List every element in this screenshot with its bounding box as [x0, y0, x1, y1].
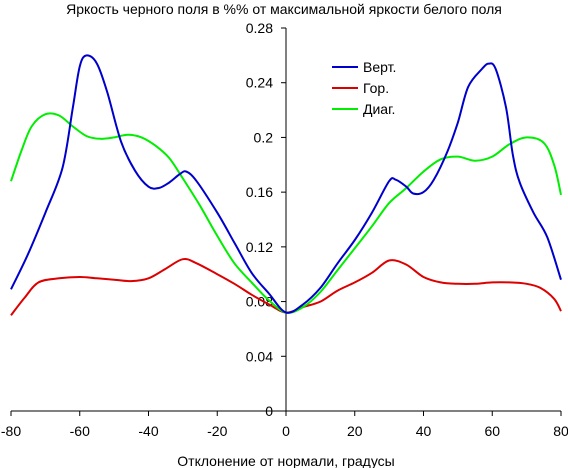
x-tick-label: 60	[484, 423, 500, 439]
series-line-vert	[10, 54, 562, 314]
series-line-diag	[10, 112, 562, 314]
y-tick-label: 0	[265, 403, 273, 419]
series-group	[10, 54, 562, 316]
x-tick-label: 80	[553, 423, 568, 439]
x-axis-label: Отклонение от нормали, градусы	[177, 453, 394, 468]
y-tick-label: 0.24	[246, 75, 273, 91]
y-tick-label: 0.12	[246, 239, 273, 255]
x-tick-label: 20	[347, 423, 363, 439]
x-tick-label: 0	[282, 423, 290, 439]
y-tick-label: 0.16	[246, 184, 273, 200]
x-tick-label: -80	[1, 423, 21, 439]
y-tick-label: 0.2	[254, 129, 274, 145]
legend-label-diag: Диаг.	[363, 101, 395, 117]
axes: -80 -60 -40 -20 0 20 40 60 8000.040.080.120.160.…	[1, 20, 568, 439]
chart-title: Яркость черного поля в %% от максимально…	[66, 1, 502, 17]
y-tick-label: 0.04	[246, 348, 273, 364]
legend-label-hor: Гор.	[363, 80, 389, 96]
legend: Верт. Гор. Диаг.	[332, 59, 396, 117]
y-tick-label: 0.28	[246, 20, 273, 36]
x-tick-label: -60	[70, 423, 90, 439]
x-tick-label: -40	[138, 423, 158, 439]
legend-label-vert: Верт.	[363, 59, 396, 75]
x-tick-label: 40	[416, 423, 432, 439]
x-tick-label: -20	[207, 423, 227, 439]
